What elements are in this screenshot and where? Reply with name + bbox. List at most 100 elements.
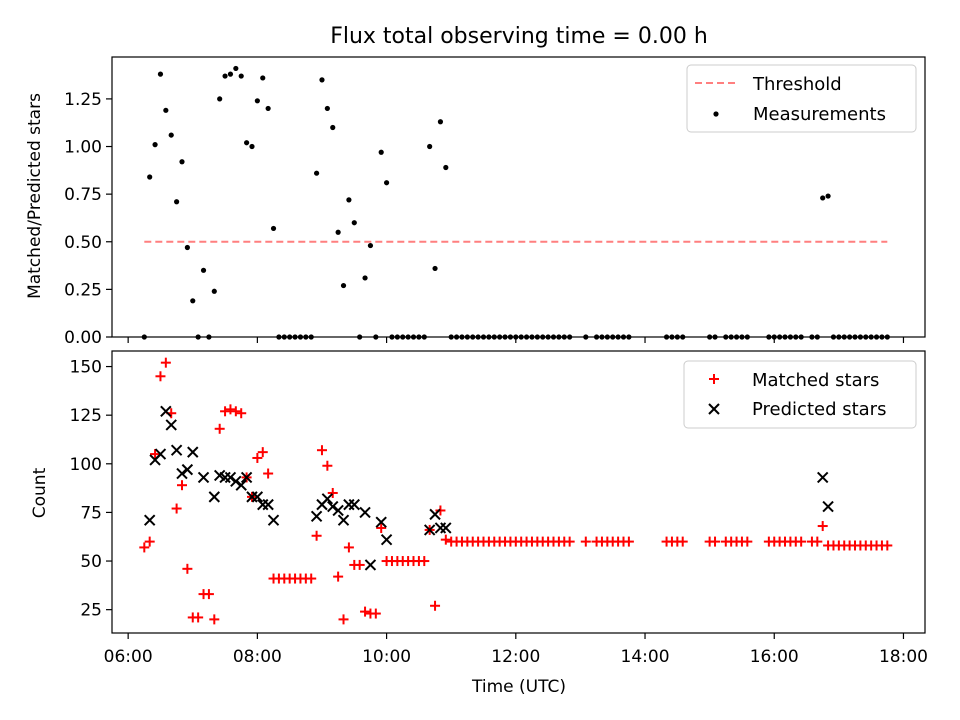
measurement-point [427, 143, 433, 150]
predicted-star-marker [348, 498, 360, 511]
matched-star-marker [710, 536, 721, 547]
measurement-point [179, 159, 185, 165]
top-panel: Flux total observing time = 0.00 h Match… [25, 24, 926, 348]
matched-star-marker [677, 536, 688, 547]
matched-star-marker [322, 460, 333, 471]
top-y-tick-label: 0.00 [64, 328, 102, 348]
measurement-point [313, 170, 320, 176]
matched-star-marker [440, 534, 451, 545]
top-axes-frame [111, 56, 926, 338]
bottom-x-tick-label: 06:00 [104, 647, 153, 667]
matched-star-marker [419, 556, 430, 567]
matched-star-marker [370, 608, 381, 619]
matched-star-marker [214, 423, 225, 434]
predicted-star-marker [380, 533, 393, 546]
bottom-y-tick-label: 100 [70, 455, 102, 475]
measurement-point [324, 105, 330, 112]
matched-star-marker [338, 614, 349, 625]
measurement-point [147, 174, 153, 180]
bottom-y-axis-label: Count [30, 467, 50, 518]
measurement-point [238, 73, 244, 79]
predicted-star-marker [170, 444, 183, 456]
measurement-point [346, 197, 352, 203]
bottom-y-tick-label: 50 [80, 552, 102, 572]
bottom-x-ticks: 06:00 08:00 10:00 12:00 14:00 16:00 18:00 [104, 633, 928, 667]
measurement-point [335, 229, 341, 235]
predicted-star-marker [816, 471, 829, 484]
matched-star-marker [171, 503, 182, 514]
measurement-point [443, 164, 449, 171]
matched-star-marker [333, 571, 344, 582]
measurement-point [227, 71, 234, 77]
predicted-star-marker [197, 471, 210, 484]
predicted-star-marker [240, 471, 253, 484]
predicted-star-marker [165, 419, 177, 431]
top-y-tick-label: 1.25 [64, 90, 102, 110]
bottom-x-axis-label: Time (UTC) [471, 677, 566, 697]
measurement-point [260, 75, 266, 81]
predicted-star-marker [332, 504, 344, 517]
matched-star-marker [203, 589, 214, 600]
matched-star-marker [435, 505, 446, 516]
legend-predicted-label: Predicted stars [752, 399, 886, 420]
matched-star-marker [150, 449, 161, 460]
predicted-star-marker [337, 514, 350, 526]
matched-stars-points [139, 357, 893, 625]
predicted-star-marker [160, 405, 172, 417]
predicted-star-marker [262, 498, 274, 511]
matched-star-marker [360, 606, 371, 617]
top-y-ticks: 0.00 0.25 0.50 0.75 1.00 1.25 [64, 90, 112, 348]
legend-threshold-label: Threshold [752, 74, 842, 95]
predicted-stars-points [143, 405, 834, 571]
top-y-axis-label: Matched/Predicted stars [25, 93, 45, 299]
measurement-point [362, 275, 368, 281]
matched-star-marker [220, 406, 231, 417]
measurement-point [378, 149, 384, 155]
measurement-point [254, 98, 260, 104]
matched-star-marker [623, 536, 634, 547]
measurement-point [383, 180, 390, 186]
matched-star-marker [139, 542, 150, 553]
measurement-point [270, 225, 277, 232]
matched-star-marker [430, 600, 441, 611]
measurement-point [168, 132, 174, 138]
measurement-point [233, 65, 239, 72]
matched-star-marker [225, 404, 236, 415]
legend-predicted-swatch [708, 403, 720, 415]
matched-star-marker [311, 530, 322, 541]
bottom-legend-box [683, 360, 917, 429]
top-y-tick-label: 0.75 [64, 185, 102, 205]
matched-star-marker [182, 563, 193, 574]
top-legend: Threshold Measurements [686, 64, 917, 133]
measurement-point [244, 140, 250, 146]
predicted-star-marker [822, 500, 834, 513]
predicted-star-marker [235, 479, 247, 491]
predicted-star-marker [143, 514, 156, 526]
bottom-y-ticks: 25 50 75 100 125 150 [70, 358, 112, 621]
bottom-x-tick-label: 18:00 [879, 647, 928, 667]
matched-star-marker [354, 559, 365, 570]
predicted-star-marker [176, 467, 188, 480]
measurement-point [265, 105, 271, 112]
predicted-star-marker [154, 448, 167, 460]
predicted-star-marker [251, 491, 264, 503]
bottom-x-tick-label: 08:00 [233, 647, 282, 667]
matched-star-marker [160, 357, 171, 368]
predicted-star-marker [267, 514, 280, 526]
matched-star-marker [236, 408, 247, 419]
top-y-tick-label: 0.50 [64, 233, 102, 253]
matched-star-marker [796, 536, 807, 547]
measurement-point [222, 73, 228, 79]
matched-star-marker [564, 536, 575, 547]
measurement-point [437, 119, 444, 125]
measurement-point [217, 96, 223, 102]
matched-star-marker [580, 536, 591, 547]
measurement-point [825, 193, 831, 199]
predicted-star-marker [327, 500, 339, 513]
matched-star-marker [257, 447, 268, 458]
bottom-axes-frame [111, 350, 926, 634]
bottom-y-tick-label: 25 [80, 601, 102, 621]
predicted-star-marker [375, 516, 387, 528]
matched-star-marker [193, 612, 204, 623]
matched-star-marker [812, 536, 823, 547]
